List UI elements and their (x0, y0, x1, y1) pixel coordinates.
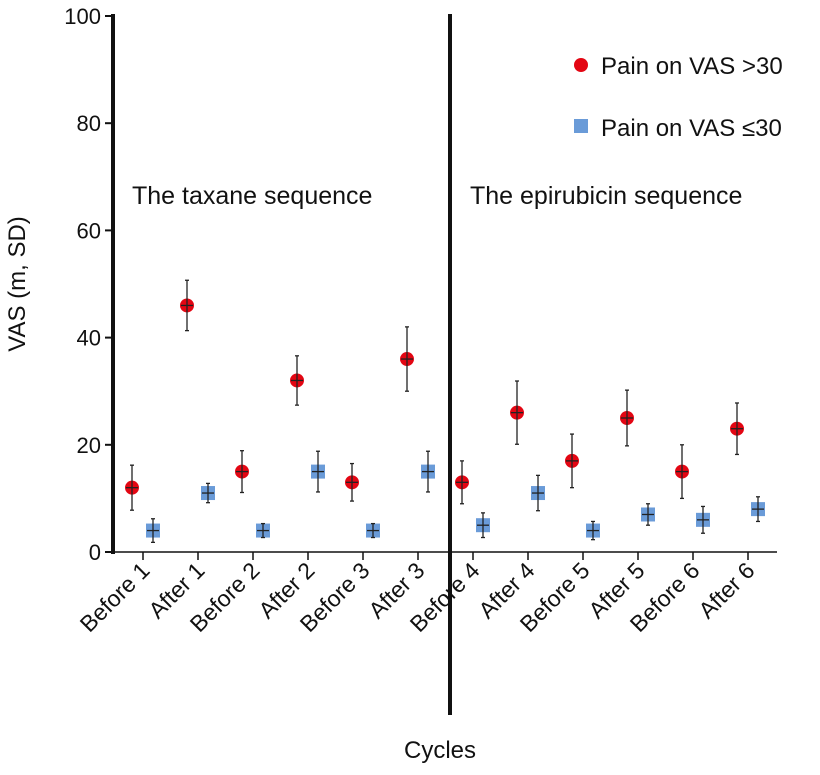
x-tick-label: After 6 (693, 557, 759, 623)
data-marks (125, 279, 765, 544)
legend-label-series-2: Pain on VAS ≤30 (601, 115, 782, 142)
legend-marker-red-circle (574, 58, 588, 72)
legend-marker-blue-square (574, 119, 588, 133)
annotation-taxane: The taxane sequence (132, 182, 372, 210)
x-axis-label: Cycles (404, 737, 476, 764)
y-tick-label: 20 (77, 433, 101, 458)
y-tick-label: 60 (77, 218, 101, 243)
annotation-epirubicin: The epirubicin sequence (470, 182, 742, 210)
x-tick-label: Before 1 (75, 557, 155, 637)
y-tick-label: 0 (89, 540, 101, 565)
y-tick-label: 80 (77, 111, 101, 136)
y-tick-label: 100 (64, 4, 101, 29)
legend: Pain on VAS >30 Pain on VAS ≤30 (574, 53, 783, 142)
y-tick-label: 40 (77, 326, 101, 351)
y-axis-label: VAS (m, SD) (4, 216, 31, 352)
legend-label-series-1: Pain on VAS >30 (601, 53, 783, 80)
